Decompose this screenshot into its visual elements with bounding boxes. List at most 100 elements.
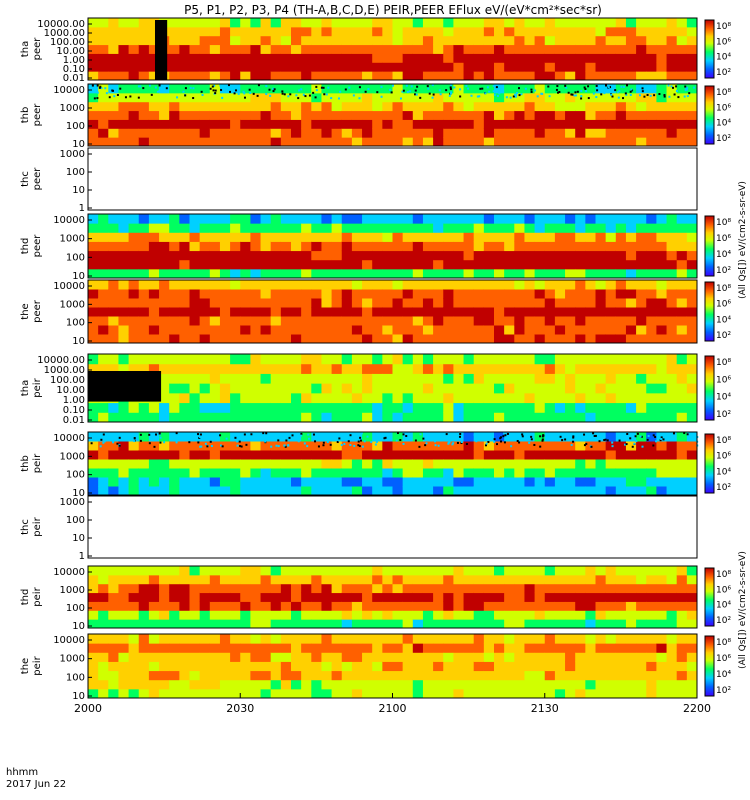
panel-thb-peer: 10000 1000 100 10 thb peer 10⁸ 10⁶ 10⁴ 10² <box>20 83 731 150</box>
y-tick-label: 1000 <box>60 234 85 245</box>
chart-title: P5, P1, P2, P3, P4 (TH-A,B,C,D,E) PEIR,P… <box>184 3 602 17</box>
panel-frame <box>87 353 698 423</box>
panel-probe-label: thc <box>20 519 31 535</box>
panel-thd-peer: 10000 1000 100 10 thd peer 10⁸ 10⁶ 10⁴ 10² <box>20 213 731 282</box>
panel-probe-label: tha <box>20 380 31 396</box>
colorbar-tick-label: 10² <box>716 483 731 493</box>
y-tick-label: 1000 <box>60 654 85 665</box>
colorbar-tick-label: 10² <box>716 68 731 78</box>
colorbar-tick-label: 10⁶ <box>716 103 731 113</box>
colorbar-tick-label: 10⁴ <box>716 670 731 680</box>
colorbar <box>704 355 715 421</box>
colorbar-tick-label: 10⁸ <box>716 218 731 228</box>
colorbar-title-lower: (All Qs[]) eV/(cm2-s-sr-eV) <box>738 551 748 669</box>
x-tick-label: 2100 <box>379 702 407 715</box>
panel-frame <box>87 213 698 279</box>
y-tick-label: 10 <box>72 185 85 196</box>
y-tick-label: 10000 <box>53 85 85 96</box>
colorbar-tick-label: 10⁶ <box>716 300 731 310</box>
panel-species-label: peir <box>32 586 43 606</box>
colorbar <box>704 635 715 697</box>
colorbar-tick-label: 10⁶ <box>716 654 731 664</box>
y-tick-label: 10000 <box>53 215 85 226</box>
x-tick-label: 2130 <box>531 702 559 715</box>
y-tick-label: 10.00 <box>56 46 85 57</box>
y-tick-label: 1 <box>79 203 85 214</box>
y-tick-label: 1000 <box>60 103 85 114</box>
panel-species-label: peer <box>32 103 43 127</box>
panel-thd-peir: 10000 1000 100 10 thd peir 10⁸ 10⁶ 10⁴ 10² <box>20 565 731 632</box>
y-tick-label: 10000 <box>53 635 85 646</box>
y-tick-label: 10 <box>72 139 85 150</box>
colorbar-tick-label: 10⁶ <box>716 585 731 595</box>
y-tick-label: 100 <box>66 603 85 614</box>
colorbar <box>704 433 715 494</box>
panel-frame <box>87 565 698 629</box>
panel-species-label: peir <box>32 377 43 397</box>
y-tick-label: 1000 <box>60 585 85 596</box>
colorbar-tick-label: 10⁴ <box>716 250 731 260</box>
colorbar <box>704 215 715 277</box>
y-tick-label: 0.10 <box>63 405 85 416</box>
colorbar-tick-label: 10⁶ <box>716 234 731 244</box>
panels-group: 10000.001000.00100.0010.001.000.100.01th… <box>20 17 731 702</box>
y-tick-label: 10.00 <box>56 385 85 396</box>
panel-the-peir: 10000 1000 100 10 the peir 10⁸ 10⁶ 10⁴ 10² <box>20 633 731 702</box>
y-tick-label: 1000 <box>60 299 85 310</box>
colorbar-tick-label: 10² <box>716 134 731 144</box>
colorbar-tick-label: 10² <box>716 616 731 626</box>
panel-probe-label: thb <box>20 107 31 124</box>
x-axis: 2000 2030 2100 2130 2200 <box>74 693 711 715</box>
y-tick-label: 100 <box>66 318 85 329</box>
x-label-date: 2017 Jun 22 <box>6 779 66 790</box>
panel-frame <box>87 17 698 81</box>
panel-probe-label: thd <box>20 238 31 255</box>
colorbar-title-upper: (All Qs[]) eV/(cm2-s-sr-eV) <box>738 181 748 299</box>
panel-species-label: peer <box>32 234 43 258</box>
y-tick-label: 10 <box>72 533 85 544</box>
panel-species-label: peir <box>32 516 43 536</box>
y-tick-label: 1.00 <box>63 395 85 406</box>
colorbar-tick-label: 10² <box>716 410 731 420</box>
y-tick-label: 10000.00 <box>37 19 85 30</box>
panel-species-label: peer <box>32 37 43 61</box>
panel-species-label: peer <box>32 167 43 191</box>
y-tick-label: 1000.00 <box>44 28 85 39</box>
colorbar-tick-label: 10² <box>716 266 731 276</box>
y-tick-label: 10000.00 <box>37 355 85 366</box>
y-tick-label: 100 <box>66 121 85 132</box>
y-tick-label: 10 <box>72 691 85 702</box>
panel-frame <box>87 495 698 559</box>
y-tick-label: 100.00 <box>50 375 85 386</box>
colorbar-tick-label: 10⁸ <box>716 638 731 648</box>
colorbar-tick-label: 10² <box>716 331 731 341</box>
y-tick-label: 10000 <box>53 433 85 444</box>
panel-frame <box>87 279 698 344</box>
colorbar <box>704 85 715 145</box>
colorbar-tick-label: 10⁸ <box>716 436 731 446</box>
colorbar-tick-label: 10⁸ <box>716 284 731 294</box>
x-tick-label: 2030 <box>226 702 254 715</box>
y-tick-label: 1000 <box>60 451 85 462</box>
y-tick-label: 10 <box>72 271 85 282</box>
x-tick-label: 2000 <box>74 702 102 715</box>
colorbar-tick-label: 10⁴ <box>716 53 731 63</box>
panel-probe-label: the <box>20 303 31 319</box>
panel-probe-label: thb <box>20 455 31 472</box>
y-tick-label: 1000 <box>60 149 85 160</box>
panel-frame <box>87 147 698 211</box>
y-tick-label: 10000 <box>53 567 85 578</box>
colorbar-tick-label: 10⁸ <box>716 570 731 580</box>
colorbar-tick-label: 10⁸ <box>716 88 731 98</box>
colorbar-tick-label: 10² <box>716 686 731 696</box>
y-tick-label: 10 <box>72 336 85 347</box>
colorbar <box>704 567 715 627</box>
y-tick-label: 100 <box>66 167 85 178</box>
panel-probe-label: tha <box>20 41 31 57</box>
y-tick-label: 1 <box>79 551 85 562</box>
y-tick-label: 100.00 <box>50 37 85 48</box>
panel-thb-peir: 10000 1000 100 10 thb peir 10⁸ 10⁶ 10⁴ 10² <box>20 431 731 499</box>
